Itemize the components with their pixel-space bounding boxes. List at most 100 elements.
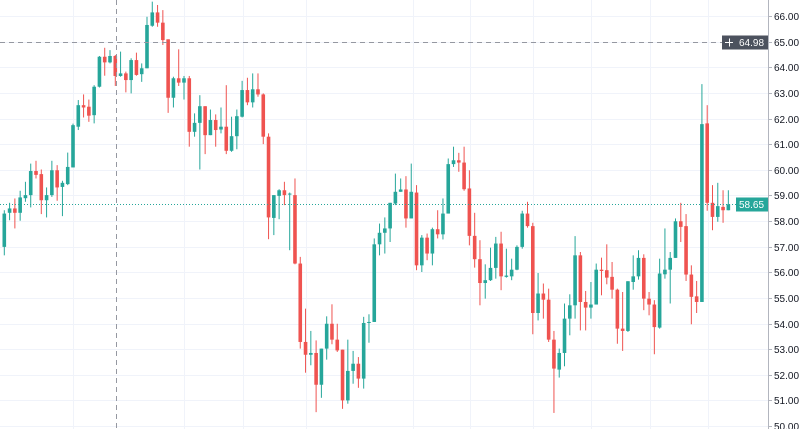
last-price-label: 58.65 <box>739 200 764 211</box>
candle <box>562 303 567 367</box>
candle-body <box>18 197 22 213</box>
candle <box>636 250 641 280</box>
candle-body <box>356 363 361 379</box>
candle-body <box>208 120 213 136</box>
y-tick-label: 61.00 <box>774 140 799 151</box>
candle-body <box>198 106 202 123</box>
candle-body <box>367 321 371 323</box>
candle-body <box>604 270 609 278</box>
candle <box>256 73 260 97</box>
candle <box>208 109 213 136</box>
candle <box>81 94 86 118</box>
candle-body <box>398 189 403 192</box>
candle-body <box>266 136 271 218</box>
candle <box>198 95 202 170</box>
price-axis-ticks: 66.00 65.00 64.00 63.00 62.00 61.00 60.00 59.00… <box>768 12 799 429</box>
candle <box>478 240 482 306</box>
candle-body <box>182 78 186 83</box>
candle <box>589 281 593 319</box>
candle-body <box>377 232 382 245</box>
price-axis[interactable] <box>768 0 800 429</box>
candle <box>314 340 318 413</box>
candle <box>546 288 551 342</box>
candle-body <box>425 237 429 254</box>
candle-body <box>457 160 461 163</box>
candle <box>420 235 424 272</box>
candle <box>594 263 599 305</box>
y-tick-label: 55.00 <box>774 294 799 305</box>
y-tick-label: 64.00 <box>774 63 799 74</box>
candle-body <box>335 339 340 351</box>
candle-body <box>620 328 625 331</box>
candle-body <box>134 60 139 75</box>
candle <box>620 291 625 351</box>
candle-body <box>694 296 699 302</box>
candle <box>361 316 366 389</box>
candle <box>705 105 710 211</box>
candle-body <box>256 89 260 95</box>
candle-body <box>23 195 28 199</box>
candle-body <box>108 55 112 63</box>
candle <box>599 257 604 296</box>
candle-body <box>171 78 176 98</box>
candle-body <box>715 206 720 217</box>
candle-body <box>250 89 255 103</box>
candle <box>626 281 630 332</box>
candle-body <box>34 171 38 175</box>
candle <box>710 185 715 231</box>
candle-body <box>599 269 604 271</box>
candle <box>652 300 657 355</box>
candle-body <box>60 182 65 187</box>
candle <box>573 236 577 319</box>
candle-body <box>499 243 503 277</box>
candle-body <box>113 55 118 76</box>
candle-body <box>409 191 414 219</box>
candle <box>340 349 345 409</box>
candle-body <box>652 304 657 328</box>
candle-body <box>176 78 181 83</box>
candle-body <box>102 56 107 63</box>
candle-body <box>351 363 355 371</box>
candle-body <box>235 116 239 137</box>
candle <box>176 49 181 86</box>
candle <box>324 316 329 360</box>
candle-body <box>340 349 345 401</box>
candle <box>700 84 704 302</box>
y-tick-label: 62.00 <box>774 115 799 126</box>
candle-body <box>583 301 588 308</box>
candle <box>282 181 287 206</box>
candle-body <box>567 305 572 319</box>
candle <box>689 265 694 325</box>
candle-body <box>76 105 81 127</box>
candle <box>441 198 445 240</box>
candle <box>388 202 392 243</box>
candle <box>631 255 636 290</box>
candle-body <box>420 237 424 266</box>
candle <box>641 254 646 311</box>
candle-body <box>309 352 313 355</box>
candle-body <box>494 243 498 268</box>
candle-body <box>684 226 688 275</box>
candle <box>303 308 308 373</box>
candle <box>139 63 144 82</box>
candle <box>462 146 466 191</box>
candle <box>2 210 7 256</box>
candle-body <box>240 90 244 117</box>
candle <box>494 236 498 279</box>
candle <box>615 288 620 344</box>
candle-body <box>700 124 704 302</box>
candle-body <box>689 274 694 297</box>
y-tick-label: 51.00 <box>774 396 799 407</box>
candle-body <box>28 171 33 196</box>
candle-body <box>161 22 165 41</box>
candle <box>235 109 239 150</box>
candle <box>65 152 70 186</box>
candle-body <box>531 226 535 313</box>
candle <box>287 192 292 251</box>
candle <box>377 223 382 256</box>
candle-body <box>346 370 350 401</box>
candle <box>435 210 440 239</box>
candle-body <box>224 126 229 151</box>
candle <box>13 198 17 229</box>
